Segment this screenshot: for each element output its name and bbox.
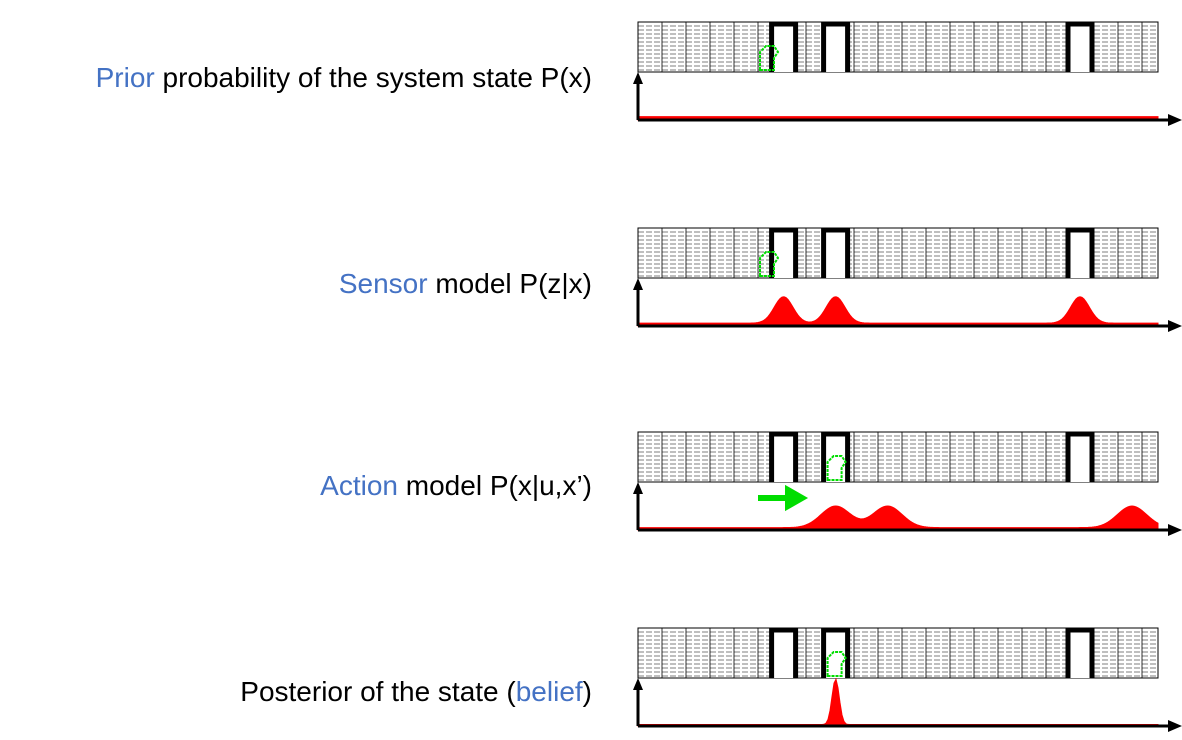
robot-icon xyxy=(826,455,847,481)
probability-curve xyxy=(637,505,1159,531)
posterior-panel xyxy=(633,627,1182,732)
robot-icon xyxy=(759,45,780,71)
sensor-label: Sensor model P(z|x) xyxy=(339,268,592,300)
sensor-panel xyxy=(633,227,1182,332)
corridor-map xyxy=(637,21,1159,73)
action-panel xyxy=(633,431,1182,536)
probability-curve xyxy=(637,677,1159,727)
y-axis-arrow-icon xyxy=(633,72,643,84)
door-2 xyxy=(821,227,851,278)
door-opening xyxy=(823,228,848,278)
robot-icon xyxy=(826,651,847,677)
door-2 xyxy=(821,431,851,482)
prior-highlight: Prior xyxy=(95,62,155,93)
door-opening xyxy=(1068,22,1092,72)
prior-panel xyxy=(633,21,1182,126)
door-opening xyxy=(771,432,796,482)
prior-label: Prior probability of the system state P(… xyxy=(96,62,592,94)
door-opening xyxy=(823,22,848,72)
door-1 xyxy=(769,431,799,482)
prior-rest: probability of the system state P(x) xyxy=(154,62,592,93)
door-3 xyxy=(1065,227,1095,278)
y-axis-arrow-icon xyxy=(633,482,643,494)
door-3 xyxy=(1065,21,1095,72)
door-1 xyxy=(769,627,799,678)
corridor-map xyxy=(637,431,1159,483)
corridor-map xyxy=(637,627,1159,679)
probability-curve xyxy=(637,296,1159,327)
sensor-rest: model P(z|x) xyxy=(427,268,592,299)
y-axis-arrow-icon xyxy=(633,278,643,290)
sensor-highlight: Sensor xyxy=(338,268,428,299)
door-2 xyxy=(821,627,851,678)
door-3 xyxy=(1065,431,1095,482)
action-highlight: Action xyxy=(320,470,398,501)
door-opening xyxy=(1068,628,1092,678)
x-axis-arrow-icon xyxy=(1168,320,1182,332)
motion-arrow-icon xyxy=(758,484,809,512)
x-axis-arrow-icon xyxy=(1168,524,1182,536)
posterior-label: Posterior of the state (belief) xyxy=(240,676,592,708)
door-opening xyxy=(771,228,796,278)
door-1 xyxy=(769,21,799,72)
posterior-post: ) xyxy=(582,676,592,707)
door-opening xyxy=(771,22,796,72)
corridor-map xyxy=(637,227,1159,279)
action-label: Action model P(x|u,x’) xyxy=(320,470,592,502)
door-3 xyxy=(1065,627,1095,678)
door-1 xyxy=(769,227,799,278)
robot-icon xyxy=(759,251,780,277)
y-axis-arrow-icon xyxy=(633,678,643,690)
posterior-pre: Posterior of the state ( xyxy=(240,676,516,707)
x-axis-arrow-icon xyxy=(1168,114,1182,126)
action-rest: model P(x|u,x’) xyxy=(398,470,592,501)
door-2 xyxy=(821,21,851,72)
door-opening xyxy=(1068,228,1092,278)
door-opening xyxy=(771,628,796,678)
posterior-highlight: belief xyxy=(515,676,583,707)
door-opening xyxy=(1068,432,1092,482)
x-axis-arrow-icon xyxy=(1168,720,1182,732)
